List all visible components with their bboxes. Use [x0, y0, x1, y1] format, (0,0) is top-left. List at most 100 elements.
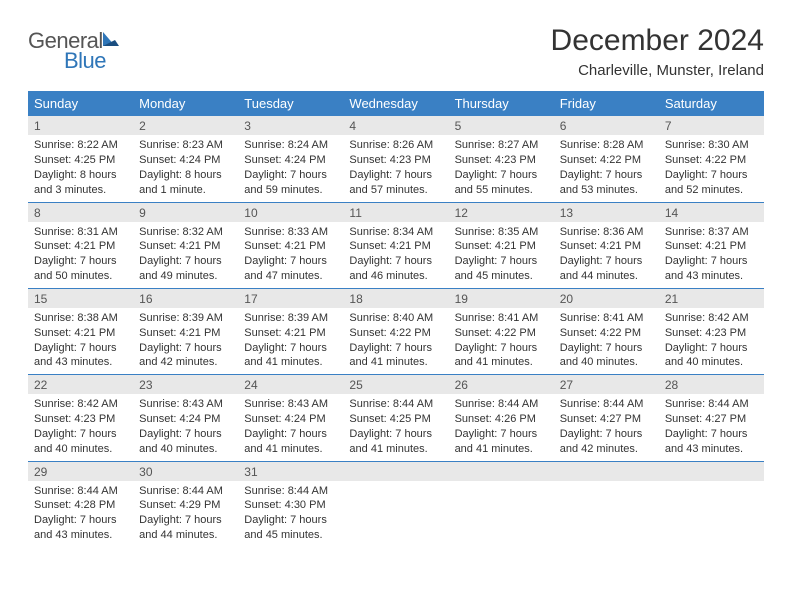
day-number: 14	[659, 203, 764, 222]
sunrise-text: Sunrise: 8:32 AM	[139, 225, 232, 240]
calendar-day-cell: 20Sunrise: 8:41 AMSunset: 4:22 PMDayligh…	[554, 288, 659, 374]
day-number: 17	[238, 289, 343, 308]
sunset-text: Sunset: 4:30 PM	[244, 498, 337, 513]
day-number: 22	[28, 375, 133, 394]
daylight-text: Daylight: 7 hours and 49 minutes.	[139, 254, 232, 284]
day-number: 16	[133, 289, 238, 308]
day-number: 25	[343, 375, 448, 394]
day-number: 13	[554, 203, 659, 222]
day-info: Sunrise: 8:43 AMSunset: 4:24 PMDaylight:…	[133, 394, 238, 460]
page: General Blue December 2024 Charleville, …	[0, 0, 792, 547]
day-info: Sunrise: 8:44 AMSunset: 4:29 PMDaylight:…	[133, 481, 238, 547]
sunset-text: Sunset: 4:21 PM	[349, 239, 442, 254]
sunset-text: Sunset: 4:23 PM	[349, 153, 442, 168]
sunset-text: Sunset: 4:24 PM	[244, 412, 337, 427]
sunrise-text: Sunrise: 8:41 AM	[455, 311, 548, 326]
sunrise-text: Sunrise: 8:23 AM	[139, 138, 232, 153]
sunset-text: Sunset: 4:23 PM	[455, 153, 548, 168]
day-info: Sunrise: 8:42 AMSunset: 4:23 PMDaylight:…	[28, 394, 133, 460]
day-info: Sunrise: 8:39 AMSunset: 4:21 PMDaylight:…	[133, 308, 238, 374]
day-info: Sunrise: 8:44 AMSunset: 4:30 PMDaylight:…	[238, 481, 343, 547]
sunrise-text: Sunrise: 8:36 AM	[560, 225, 653, 240]
daylight-text: Daylight: 7 hours and 52 minutes.	[665, 168, 758, 198]
day-number: 12	[449, 203, 554, 222]
sunset-text: Sunset: 4:27 PM	[665, 412, 758, 427]
sunrise-text: Sunrise: 8:42 AM	[665, 311, 758, 326]
day-info: Sunrise: 8:38 AMSunset: 4:21 PMDaylight:…	[28, 308, 133, 374]
daylight-text: Daylight: 7 hours and 41 minutes.	[349, 341, 442, 371]
sunrise-text: Sunrise: 8:44 AM	[665, 397, 758, 412]
sunrise-text: Sunrise: 8:33 AM	[244, 225, 337, 240]
day-info: Sunrise: 8:39 AMSunset: 4:21 PMDaylight:…	[238, 308, 343, 374]
day-info: Sunrise: 8:44 AMSunset: 4:27 PMDaylight:…	[659, 394, 764, 460]
daylight-text: Daylight: 7 hours and 55 minutes.	[455, 168, 548, 198]
sunrise-text: Sunrise: 8:44 AM	[560, 397, 653, 412]
calendar-table: Sunday Monday Tuesday Wednesday Thursday…	[28, 91, 764, 547]
sunset-text: Sunset: 4:21 PM	[34, 326, 127, 341]
logo-text: General Blue	[28, 28, 121, 80]
day-number: 28	[659, 375, 764, 394]
sunset-text: Sunset: 4:29 PM	[139, 498, 232, 513]
daylight-text: Daylight: 7 hours and 41 minutes.	[244, 341, 337, 371]
sunrise-text: Sunrise: 8:44 AM	[455, 397, 548, 412]
day-number: 27	[554, 375, 659, 394]
day-info: Sunrise: 8:41 AMSunset: 4:22 PMDaylight:…	[554, 308, 659, 374]
daylight-text: Daylight: 8 hours and 1 minute.	[139, 168, 232, 198]
sunrise-text: Sunrise: 8:22 AM	[34, 138, 127, 153]
calendar-day-cell	[554, 461, 659, 547]
calendar-day-cell: 5Sunrise: 8:27 AMSunset: 4:23 PMDaylight…	[449, 116, 554, 202]
daylight-text: Daylight: 7 hours and 43 minutes.	[34, 513, 127, 543]
day-number: 1	[28, 116, 133, 135]
daylight-text: Daylight: 7 hours and 41 minutes.	[349, 427, 442, 457]
daylight-text: Daylight: 7 hours and 50 minutes.	[34, 254, 127, 284]
sunrise-text: Sunrise: 8:41 AM	[560, 311, 653, 326]
daylight-text: Daylight: 7 hours and 43 minutes.	[34, 341, 127, 371]
sunrise-text: Sunrise: 8:43 AM	[244, 397, 337, 412]
calendar-day-cell: 23Sunrise: 8:43 AMSunset: 4:24 PMDayligh…	[133, 375, 238, 461]
daylight-text: Daylight: 7 hours and 40 minutes.	[34, 427, 127, 457]
calendar-day-cell: 28Sunrise: 8:44 AMSunset: 4:27 PMDayligh…	[659, 375, 764, 461]
day-info: Sunrise: 8:32 AMSunset: 4:21 PMDaylight:…	[133, 222, 238, 288]
calendar-day-cell: 17Sunrise: 8:39 AMSunset: 4:21 PMDayligh…	[238, 288, 343, 374]
day-info: Sunrise: 8:24 AMSunset: 4:24 PMDaylight:…	[238, 135, 343, 201]
sunrise-text: Sunrise: 8:44 AM	[34, 484, 127, 499]
day-number: 11	[343, 203, 448, 222]
sunrise-text: Sunrise: 8:28 AM	[560, 138, 653, 153]
day-info: Sunrise: 8:40 AMSunset: 4:22 PMDaylight:…	[343, 308, 448, 374]
day-number: 5	[449, 116, 554, 135]
logo: General Blue	[28, 24, 121, 80]
calendar-day-cell: 24Sunrise: 8:43 AMSunset: 4:24 PMDayligh…	[238, 375, 343, 461]
day-info: Sunrise: 8:44 AMSunset: 4:28 PMDaylight:…	[28, 481, 133, 547]
day-info: Sunrise: 8:44 AMSunset: 4:27 PMDaylight:…	[554, 394, 659, 460]
calendar-day-cell: 12Sunrise: 8:35 AMSunset: 4:21 PMDayligh…	[449, 202, 554, 288]
calendar-week-row: 22Sunrise: 8:42 AMSunset: 4:23 PMDayligh…	[28, 375, 764, 461]
daylight-text: Daylight: 7 hours and 43 minutes.	[665, 254, 758, 284]
sunrise-text: Sunrise: 8:34 AM	[349, 225, 442, 240]
calendar-day-cell: 1Sunrise: 8:22 AMSunset: 4:25 PMDaylight…	[28, 116, 133, 202]
calendar-day-cell: 3Sunrise: 8:24 AMSunset: 4:24 PMDaylight…	[238, 116, 343, 202]
weekday-header-row: Sunday Monday Tuesday Wednesday Thursday…	[28, 91, 764, 116]
logo-text-blue: Blue	[64, 48, 106, 73]
daylight-text: Daylight: 7 hours and 40 minutes.	[560, 341, 653, 371]
daylight-text: Daylight: 7 hours and 42 minutes.	[139, 341, 232, 371]
day-info: Sunrise: 8:28 AMSunset: 4:22 PMDaylight:…	[554, 135, 659, 201]
calendar-day-cell: 31Sunrise: 8:44 AMSunset: 4:30 PMDayligh…	[238, 461, 343, 547]
sunset-text: Sunset: 4:28 PM	[34, 498, 127, 513]
day-info: Sunrise: 8:44 AMSunset: 4:25 PMDaylight:…	[343, 394, 448, 460]
calendar-day-cell: 13Sunrise: 8:36 AMSunset: 4:21 PMDayligh…	[554, 202, 659, 288]
sunset-text: Sunset: 4:26 PM	[455, 412, 548, 427]
day-info: Sunrise: 8:37 AMSunset: 4:21 PMDaylight:…	[659, 222, 764, 288]
calendar-day-cell: 27Sunrise: 8:44 AMSunset: 4:27 PMDayligh…	[554, 375, 659, 461]
daylight-text: Daylight: 7 hours and 41 minutes.	[455, 341, 548, 371]
weekday-header: Friday	[554, 91, 659, 116]
sunset-text: Sunset: 4:25 PM	[349, 412, 442, 427]
calendar-day-cell: 26Sunrise: 8:44 AMSunset: 4:26 PMDayligh…	[449, 375, 554, 461]
calendar-day-cell: 18Sunrise: 8:40 AMSunset: 4:22 PMDayligh…	[343, 288, 448, 374]
daylight-text: Daylight: 7 hours and 46 minutes.	[349, 254, 442, 284]
day-number: 6	[554, 116, 659, 135]
sunset-text: Sunset: 4:23 PM	[665, 326, 758, 341]
day-number: 20	[554, 289, 659, 308]
day-number: 7	[659, 116, 764, 135]
sunrise-text: Sunrise: 8:38 AM	[34, 311, 127, 326]
day-info: Sunrise: 8:35 AMSunset: 4:21 PMDaylight:…	[449, 222, 554, 288]
